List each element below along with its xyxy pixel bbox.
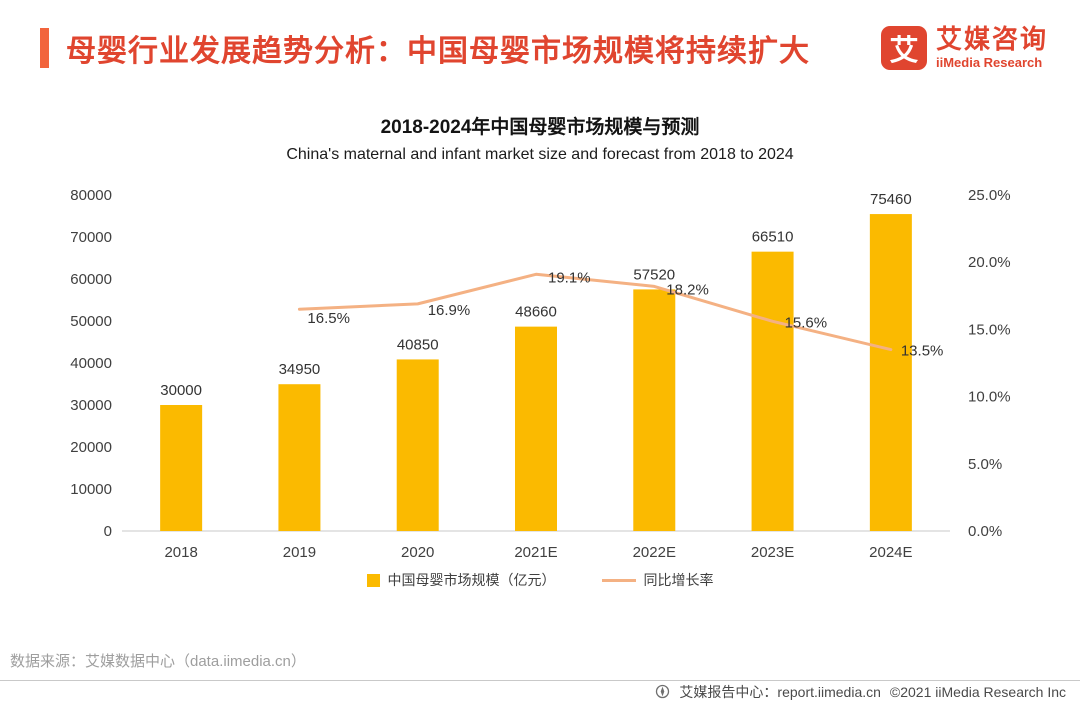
legend-item-market-size: 中国母婴市场规模（亿元） — [366, 570, 556, 590]
category-label: 2018 — [164, 544, 197, 561]
chart-legend: 中国母婴市场规模（亿元） 同比增长率 — [0, 570, 1080, 590]
bar — [396, 359, 439, 531]
growth-point-label: 16.9% — [428, 302, 471, 319]
market-size-chart: 0 10000 20000 30000 40000 50000 60000 70000 8000… — [70, 187, 1011, 561]
bar-value-label: 75460 — [870, 191, 912, 208]
logo-name-en: iiMedia Research — [935, 55, 1043, 71]
header: 母婴行业发展趋势分析：中国母婴市场规模将持续扩大 艾 艾媒咨询 iiMedia … — [40, 24, 1048, 71]
left-axis-tick-label: 60000 — [70, 271, 112, 288]
left-axis-tick-label: 10000 — [70, 481, 112, 498]
logo-name-cn: 艾媒咨询 — [935, 24, 1048, 54]
left-axis-tick-label: 30000 — [70, 397, 112, 414]
category-label: 2020 — [401, 544, 434, 561]
bar-value-label: 40850 — [397, 336, 439, 353]
bar — [751, 251, 794, 531]
growth-point-label: 16.5% — [307, 310, 350, 327]
growth-point-label: 13.5% — [901, 343, 944, 360]
left-axis-tick-label: 40000 — [70, 355, 112, 372]
bar — [869, 214, 912, 531]
right-axis-tick-label: 5.0% — [968, 456, 1002, 473]
logo-glyph: 艾 — [889, 35, 919, 68]
category-label: 2021E — [514, 544, 557, 561]
category-label: 2024E — [869, 544, 912, 561]
growth-rate-line — [297, 272, 893, 352]
chart-subtitle: China's maternal and infant market size … — [286, 146, 794, 163]
right-axis-tick-label: 15.0% — [968, 321, 1011, 338]
title-accent-bar — [40, 28, 49, 69]
left-axis-tick-label: 70000 — [70, 229, 112, 246]
right-axis-tick-label: 25.0% — [968, 187, 1011, 204]
bar — [278, 384, 321, 531]
bar — [633, 289, 676, 531]
legend-item-growth-rate: 同比增长率 — [601, 570, 714, 590]
iimedia-logo: 艾 艾媒咨询 iiMedia Research — [880, 24, 1048, 71]
right-axis-tick-label: 20.0% — [968, 254, 1011, 271]
left-axis-tick-label: 50000 — [70, 313, 112, 330]
bar-value-label: 57520 — [633, 266, 675, 283]
line-series-swatch-icon — [601, 578, 636, 582]
copyright-text: ©2021 iiMedia Research Inc — [889, 683, 1066, 700]
bar-value-label: 48660 — [515, 304, 557, 321]
legend-label-growth-rate: 同比增长率 — [643, 572, 714, 588]
category-label: 2022E — [633, 544, 676, 561]
report-center-text: 艾媒报告中心：report.iimedia.cn — [679, 683, 881, 700]
compass-icon — [655, 684, 670, 699]
growth-point-label: 15.6% — [785, 314, 828, 331]
bar-series-swatch-icon — [366, 573, 380, 587]
chart-title: 2018-2024年中国母婴市场规模与预测 — [380, 117, 700, 138]
category-label: 2019 — [283, 544, 316, 561]
logo-mark-icon: 艾 — [880, 26, 927, 71]
bar — [515, 326, 557, 531]
left-axis-tick-label: 0 — [104, 523, 112, 540]
chart-block: 2018-2024年中国母婴市场规模与预测 China's maternal a… — [0, 112, 1080, 590]
bar-value-label: 66510 — [752, 229, 794, 246]
data-source-text: 数据来源：艾媒数据中心（data.iimedia.cn） — [10, 653, 306, 670]
bottom-bar: 艾媒报告中心：report.iimedia.cn ©2021 iiMedia R… — [0, 680, 1080, 702]
growth-point-label: 18.2% — [666, 281, 709, 298]
right-axis-tick-label: 10.0% — [968, 389, 1011, 406]
growth-point-label: 19.1% — [548, 269, 591, 286]
legend-label-market-size: 中国母婴市场规模（亿元） — [387, 572, 556, 588]
logo-text: 艾媒咨询 iiMedia Research — [935, 24, 1048, 71]
bar — [160, 405, 203, 531]
right-axis-tick-label: 0.0% — [968, 523, 1002, 540]
page-title: 母婴行业发展趋势分析：中国母婴市场规模将持续扩大 — [66, 35, 810, 69]
category-label: 2023E — [751, 544, 794, 561]
bar-value-label: 30000 — [160, 382, 202, 399]
bar-value-label: 34950 — [279, 361, 321, 378]
left-axis-tick-label: 20000 — [70, 439, 112, 456]
left-axis-tick-label: 80000 — [70, 187, 112, 204]
